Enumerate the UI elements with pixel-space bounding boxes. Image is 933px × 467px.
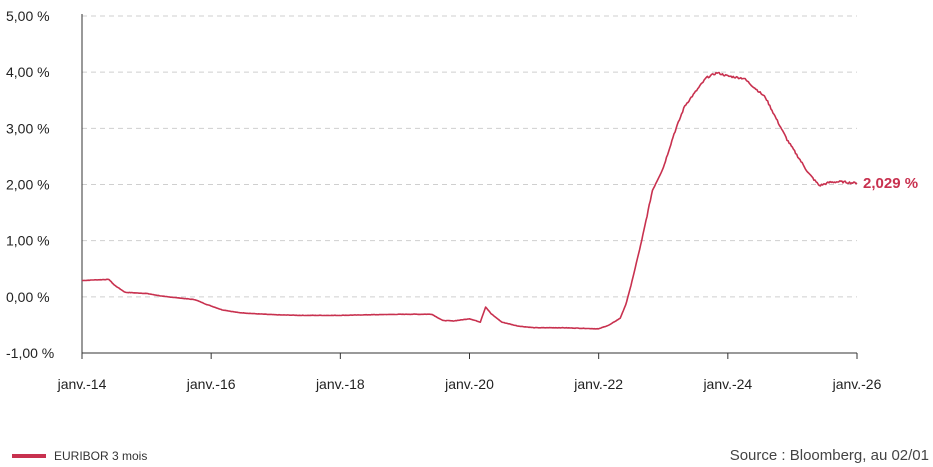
x-tick-label: janv.-16 (186, 376, 236, 392)
legend-swatch (12, 454, 46, 458)
y-tick-label: 1,00 % (6, 233, 50, 249)
series-line-euribor (82, 71, 858, 330)
x-tick-label: janv.-22 (573, 376, 623, 392)
source-note: Source : Bloomberg, au 02/01 (729, 447, 929, 464)
legend: EURIBOR 3 mois (12, 449, 147, 463)
y-tick-label: 5,00 % (6, 8, 50, 24)
grid-lines (82, 15, 857, 298)
euribor-chart: 5,00 % 4,00 % 3,00 % 2,00 % 1,00 % 0,00 % -1,0… (6, 8, 918, 392)
x-tick-labels: janv.-14 janv.-16 janv.-18 janv.-20 janv.-22… (57, 376, 882, 392)
x-tick-label: janv.-24 (702, 376, 752, 392)
x-tick-label: janv.-20 (444, 376, 494, 392)
y-tick-labels: 5,00 % 4,00 % 3,00 % 2,00 % 1,00 % 0,00 % -1,0… (6, 8, 54, 361)
y-tick-label: 2,00 % (6, 177, 50, 193)
y-tick-label: 3,00 % (6, 120, 50, 136)
x-tick-label: janv.-14 (57, 376, 107, 392)
series-group (82, 71, 858, 330)
end-value-label: 2,029 % (863, 175, 918, 192)
y-tick-label: 0,00 % (6, 289, 50, 305)
axes (81, 14, 858, 359)
legend-label: EURIBOR 3 mois (54, 449, 148, 463)
x-tick-label: janv.-18 (315, 376, 365, 392)
y-tick-label: 4,00 % (6, 64, 50, 80)
x-tick-label: janv.-26 (832, 376, 882, 392)
y-tick-label: -1,00 % (6, 345, 54, 361)
